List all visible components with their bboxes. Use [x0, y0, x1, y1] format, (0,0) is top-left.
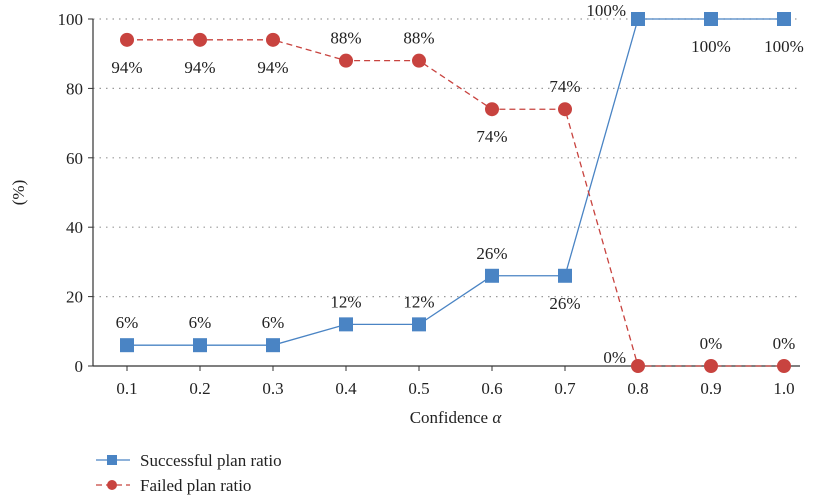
data-point-circle	[704, 359, 718, 373]
data-label: 74%	[549, 77, 580, 96]
data-point-circle	[412, 53, 426, 68]
data-label: 6%	[116, 313, 139, 332]
data-point-circle	[120, 32, 134, 47]
data-point-circle	[266, 32, 280, 47]
data-point-square	[704, 12, 718, 26]
data-point-square	[558, 268, 572, 283]
x-axis-title-text: Confidence	[410, 408, 493, 427]
data-point-circle	[631, 359, 645, 373]
x-tick-label: 0.6	[481, 379, 502, 398]
data-point-square	[412, 317, 426, 332]
data-point-square	[193, 338, 207, 353]
data-label: 0%	[773, 334, 796, 353]
data-point-circle	[193, 32, 207, 47]
y-tick-label: 100	[58, 10, 84, 29]
x-tick-labels: 0.1 0.2 0.3 0.4 0.5 0.6 0.7 0.8 0.9 1.0	[116, 366, 795, 398]
data-point-square	[777, 12, 791, 26]
x-tick-label: 0.4	[335, 379, 357, 398]
y-tick-labels: 0 20 40 60 80 100	[58, 10, 93, 376]
data-point-circle	[777, 359, 791, 373]
legend-item: Failed plan ratio	[96, 476, 251, 495]
legend-marker-circle	[107, 480, 117, 490]
data-point-square	[485, 268, 499, 283]
data-point-square	[266, 338, 280, 353]
data-label: 94%	[257, 58, 288, 77]
data-point-square	[120, 338, 134, 353]
x-tick-label: 0.9	[700, 379, 721, 398]
y-tick-label: 20	[66, 288, 83, 307]
series-layer: 6% 6% 6% 12% 12% 26% 26% 100% 100% 100% 94% 94% 94% 8…	[111, 1, 804, 373]
data-label: 26%	[549, 294, 580, 313]
y-tick-label: 80	[66, 79, 83, 98]
x-axis-title: Confidence α	[410, 408, 503, 427]
y-axis-title: (%)	[9, 180, 28, 205]
x-tick-label: 0.2	[189, 379, 210, 398]
grid-lines	[93, 18, 800, 298]
legend-marker-square	[107, 455, 117, 465]
data-label: 6%	[262, 313, 285, 332]
data-point-circle	[485, 102, 499, 117]
series-successful: 6% 6% 6% 12% 12% 26% 26% 100% 100% 100%	[116, 1, 804, 353]
data-label: 0%	[700, 334, 723, 353]
data-point-circle	[558, 102, 572, 117]
data-label: 94%	[184, 58, 215, 77]
data-label: 100%	[764, 37, 804, 56]
data-label: 94%	[111, 58, 142, 77]
data-label: 26%	[476, 244, 507, 263]
x-tick-label: 0.1	[116, 379, 137, 398]
data-label: 88%	[403, 29, 434, 48]
x-tick-label: 0.5	[408, 379, 429, 398]
series-line	[127, 18, 784, 346]
y-tick-label: 40	[66, 218, 83, 237]
legend-label: Successful plan ratio	[140, 451, 282, 470]
x-tick-label: 0.3	[262, 379, 283, 398]
axes	[92, 19, 800, 367]
x-tick-label: 0.8	[627, 379, 648, 398]
data-label: 6%	[189, 313, 212, 332]
data-point-circle	[339, 53, 353, 68]
y-tick-label: 0	[75, 357, 84, 376]
data-label: 100%	[691, 37, 731, 56]
series-failed: 94% 94% 94% 88% 88% 74% 74% 0% 0% 0%	[111, 29, 795, 373]
y-tick-label: 60	[66, 149, 83, 168]
legend: Successful plan ratio Failed plan ratio	[96, 451, 282, 495]
data-label: 12%	[403, 292, 434, 311]
data-point-square	[339, 317, 353, 332]
x-axis-title-symbol: α	[492, 408, 502, 427]
data-label: 88%	[330, 29, 361, 48]
legend-label: Failed plan ratio	[140, 476, 251, 495]
legend-item: Successful plan ratio	[96, 451, 282, 470]
data-point-square	[631, 12, 645, 26]
data-label: 12%	[330, 292, 361, 311]
x-tick-label: 0.7	[554, 379, 576, 398]
data-label: 100%	[586, 1, 626, 20]
x-tick-label: 1.0	[773, 379, 794, 398]
data-label: 0%	[603, 348, 626, 367]
data-label: 74%	[476, 127, 507, 146]
